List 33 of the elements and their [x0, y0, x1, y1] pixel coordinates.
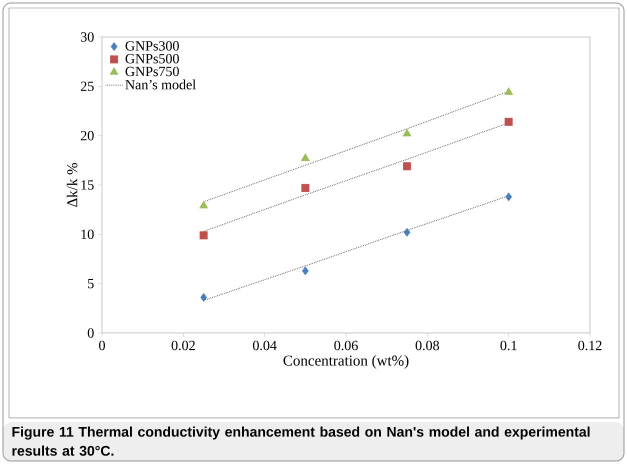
y-tick-label: 5: [88, 278, 94, 288]
caption: Figure 11 Thermal conductivity enhancement based on Nan's model and experimental results at 30°C.: [12, 426, 590, 456]
point: [403, 162, 412, 170]
point: [504, 87, 514, 95]
point: [504, 118, 513, 126]
x-tick-label: 0.1: [500, 340, 517, 350]
y-tick-label: 30: [80, 32, 94, 42]
point: [302, 266, 309, 276]
x-axis-title: Concentration (wt%): [284, 355, 408, 369]
point: [300, 153, 310, 161]
legend-label: GNPs500: [126, 54, 179, 64]
x-tick-label: 0: [99, 340, 105, 350]
x-tick-label: 0.08: [416, 340, 440, 350]
point: [200, 231, 208, 240]
x-tick-label: 0.06: [334, 340, 358, 350]
x-tick-label: 0.02: [172, 340, 195, 350]
y-tick-label: 0: [88, 328, 94, 338]
point: [404, 228, 410, 237]
x-tick-label: 0.12: [578, 340, 602, 350]
point: [200, 293, 208, 302]
point: [402, 128, 412, 136]
legend-label: Nan’s model: [125, 80, 196, 90]
legend-label: GNPs300: [126, 41, 179, 51]
y-tick-label: 15: [81, 180, 94, 190]
y-axis-title: Δk/k %: [66, 162, 78, 207]
point: [505, 192, 512, 202]
x-tick-label: 0.04: [252, 340, 277, 350]
y-tick-label: 10: [81, 230, 94, 240]
legend-label: GNPs750: [126, 66, 179, 76]
y-tick-label: 20: [80, 130, 94, 140]
point: [199, 200, 208, 208]
y-tick-label: 25: [80, 82, 94, 92]
point: [301, 184, 310, 192]
